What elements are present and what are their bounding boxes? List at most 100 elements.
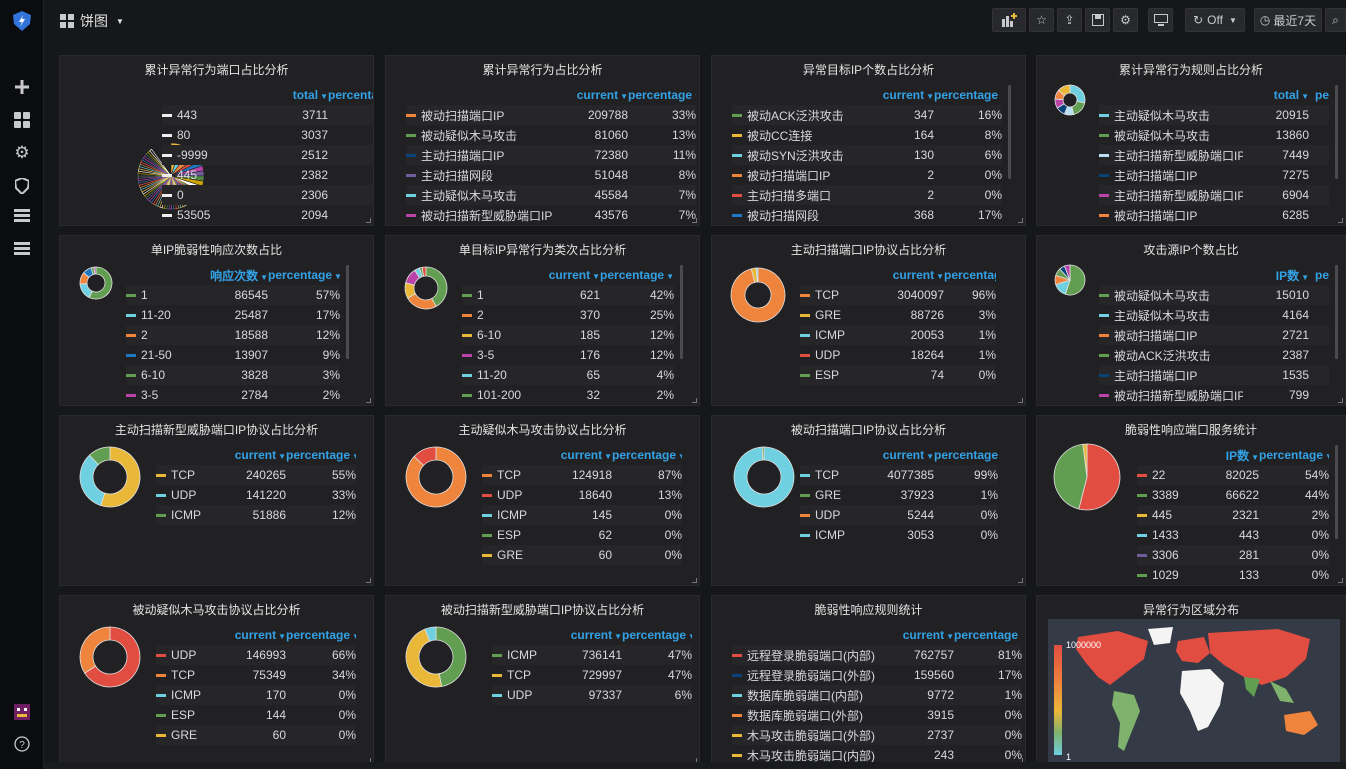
legend-item[interactable]: 被动ACK泛洪攻击 2387	[1099, 345, 1329, 365]
series-color-swatch[interactable]	[800, 513, 810, 517]
series-color-swatch[interactable]	[406, 193, 416, 197]
legend-item[interactable]: 数据库脆弱端口(外部) 3915 0%	[732, 705, 1022, 725]
panel-title[interactable]: 主动扫描新型威胁端口IP协议占比分析	[114, 423, 319, 437]
gear-icon[interactable]: ⚙	[14, 143, 30, 162]
legend-item[interactable]: UDP 18640 13%	[482, 485, 682, 505]
pie-slice[interactable]	[733, 446, 795, 508]
share-button[interactable]: ⇪	[1057, 8, 1082, 32]
legend-item[interactable]: 0 2306 3%	[162, 185, 373, 205]
panel-1[interactable]: 累计异常行为端口占比分析 total▼ percentage▼ 443 3711…	[59, 55, 374, 226]
legend-item[interactable]: 主动扫描端口IP 7275	[1099, 165, 1329, 185]
zoom-out-button[interactable]: ⌕	[1325, 8, 1346, 32]
legend-item[interactable]: 远程登录脆弱端口(外部) 159560 17%	[732, 665, 1022, 685]
pie-slice[interactable]	[88, 446, 111, 466]
legend-item[interactable]: TCP 240265 55%	[156, 465, 356, 485]
legend-item[interactable]: 11-20 65 4%	[462, 365, 674, 385]
legend-item[interactable]: 445 2382 3%	[162, 165, 373, 185]
series-color-swatch[interactable]	[126, 373, 136, 377]
pie-chart[interactable]	[60, 416, 144, 511]
series-color-swatch[interactable]	[1137, 513, 1147, 517]
resize-handle[interactable]	[692, 398, 697, 403]
legend-item[interactable]: UDP 18264 1%	[800, 345, 996, 365]
legend-item[interactable]: GRE 60 0%	[482, 545, 682, 565]
series-color-swatch[interactable]	[162, 113, 172, 117]
legend-item[interactable]: 21-50 13907 9%	[126, 345, 340, 365]
legend-item[interactable]: 2 370 25%	[462, 305, 674, 325]
legend-item[interactable]: 3-5 176 12%	[462, 345, 674, 365]
pie-slice[interactable]	[405, 628, 443, 688]
pie-slice[interactable]	[405, 446, 467, 508]
panel-title[interactable]: 累计异常行为规则占比分析	[1118, 63, 1263, 77]
resize-handle[interactable]	[1018, 218, 1023, 223]
pie-slice[interactable]	[79, 283, 93, 299]
panel-14[interactable]: 被动扫描新型威胁端口IP协议占比分析 current▼ percentage▼ …	[385, 595, 700, 766]
sort-percentage-header[interactable]: percentage▼	[600, 268, 674, 282]
sort-percentage-header[interactable]: percentage▼	[286, 448, 356, 462]
sort-percentage-header[interactable]: percentage▼	[1259, 448, 1329, 462]
series-color-swatch[interactable]	[492, 673, 502, 677]
database-list-icon[interactable]	[12, 239, 32, 259]
series-color-swatch[interactable]	[156, 673, 166, 677]
series-color-swatch[interactable]	[800, 313, 810, 317]
sort-current-header[interactable]: current ▼	[234, 448, 286, 462]
legend-item[interactable]: UDP 5244 0%	[800, 505, 998, 525]
series-color-swatch[interactable]	[1137, 573, 1147, 577]
pie-chart[interactable]	[60, 236, 116, 303]
panel-5[interactable]: 单IP脆弱性响应次数占比 响应次数▼ percentage▼ 1 86545 5…	[59, 235, 374, 406]
dashboards-icon[interactable]	[12, 110, 32, 130]
legend-item[interactable]: 主动扫描新型威胁端口IP 7449	[1099, 145, 1329, 165]
panel-8[interactable]: 攻击源IP个数占比 IP数 ▼ pe 被动疑似木马攻击 15010 主动疑似木马攻…	[1036, 235, 1346, 406]
series-color-swatch[interactable]	[1137, 473, 1147, 477]
panel-title[interactable]: 单IP脆弱性响应次数占比	[150, 243, 283, 257]
sort-percentage-header[interactable]: pe	[1314, 268, 1329, 282]
legend-item[interactable]: GRE 88726 3%	[800, 305, 996, 325]
series-color-swatch[interactable]	[162, 133, 172, 137]
series-color-swatch[interactable]	[800, 293, 810, 297]
sort-current-header[interactable]: current ▼	[882, 448, 934, 462]
panel-title[interactable]: 脆弱性响应规则统计	[814, 603, 923, 617]
series-color-swatch[interactable]	[800, 473, 810, 477]
resize-handle[interactable]	[1018, 398, 1023, 403]
legend-item[interactable]: 被动扫描端口IP 2721	[1099, 325, 1329, 345]
legend-scrollbar[interactable]	[1335, 445, 1338, 539]
app-logo-icon[interactable]	[11, 10, 33, 32]
legend-item[interactable]: ICMP 145 0%	[482, 505, 682, 525]
panel-title[interactable]: 攻击源IP个数占比	[1143, 243, 1239, 257]
series-color-swatch[interactable]	[1099, 293, 1109, 297]
sort-current-header[interactable]: current ▼	[548, 268, 600, 282]
sort-current-header[interactable]: total ▼	[1273, 88, 1309, 102]
panel-title[interactable]: 脆弱性响应端口服务统计	[1124, 423, 1257, 437]
series-color-swatch[interactable]	[732, 753, 742, 757]
legend-item[interactable]: UDP 141220 33%	[156, 485, 356, 505]
series-color-swatch[interactable]	[482, 513, 492, 517]
series-color-swatch[interactable]	[482, 493, 492, 497]
series-color-swatch[interactable]	[126, 393, 136, 397]
sort-current-header[interactable]: IP数 ▼	[1225, 448, 1259, 463]
legend-item[interactable]: 被动疑似木马攻击 15010	[1099, 285, 1329, 305]
series-color-swatch[interactable]	[732, 713, 742, 717]
pie-slice[interactable]	[79, 626, 111, 674]
resize-handle[interactable]	[692, 578, 697, 583]
user-avatar-icon[interactable]	[12, 702, 32, 722]
series-color-swatch[interactable]	[1099, 213, 1109, 217]
legend-item[interactable]: 被动扫描网段 368 17%	[732, 205, 1002, 225]
series-color-swatch[interactable]	[1099, 373, 1109, 377]
legend-item[interactable]: -9999 2512 3%	[162, 145, 373, 165]
series-color-swatch[interactable]	[462, 293, 472, 297]
pie-slice[interactable]	[1071, 100, 1086, 116]
legend-item[interactable]: 木马攻击脆弱端口(外部) 2737 0%	[732, 725, 1022, 745]
panel-3[interactable]: 异常目标IP个数占比分析 current▼ percentage▼ 被动ACK泛…	[711, 55, 1026, 226]
pie-slice[interactable]	[1057, 84, 1071, 97]
legend-item[interactable]: TCP 4077385 99%	[800, 465, 998, 485]
resize-handle[interactable]	[366, 398, 371, 403]
sort-current-header[interactable]: current ▼	[902, 628, 954, 642]
sort-current-header[interactable]: IP数 ▼	[1275, 268, 1309, 283]
legend-item[interactable]: 22 82025 54%	[1137, 465, 1329, 485]
sort-percentage-header[interactable]: percentage▼	[612, 448, 682, 462]
series-color-swatch[interactable]	[462, 333, 472, 337]
legend-item[interactable]: ICMP 20053 1%	[800, 325, 996, 345]
series-color-swatch[interactable]	[800, 533, 810, 537]
series-color-swatch[interactable]	[406, 213, 416, 217]
resize-handle[interactable]	[1018, 578, 1023, 583]
series-color-swatch[interactable]	[732, 133, 742, 137]
